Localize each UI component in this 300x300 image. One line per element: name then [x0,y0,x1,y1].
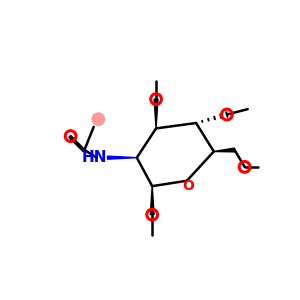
Polygon shape [108,156,137,159]
Polygon shape [150,186,154,214]
Polygon shape [154,99,158,128]
Text: O: O [182,179,194,193]
Text: HN: HN [81,150,107,165]
Circle shape [92,113,104,125]
Polygon shape [214,148,235,152]
